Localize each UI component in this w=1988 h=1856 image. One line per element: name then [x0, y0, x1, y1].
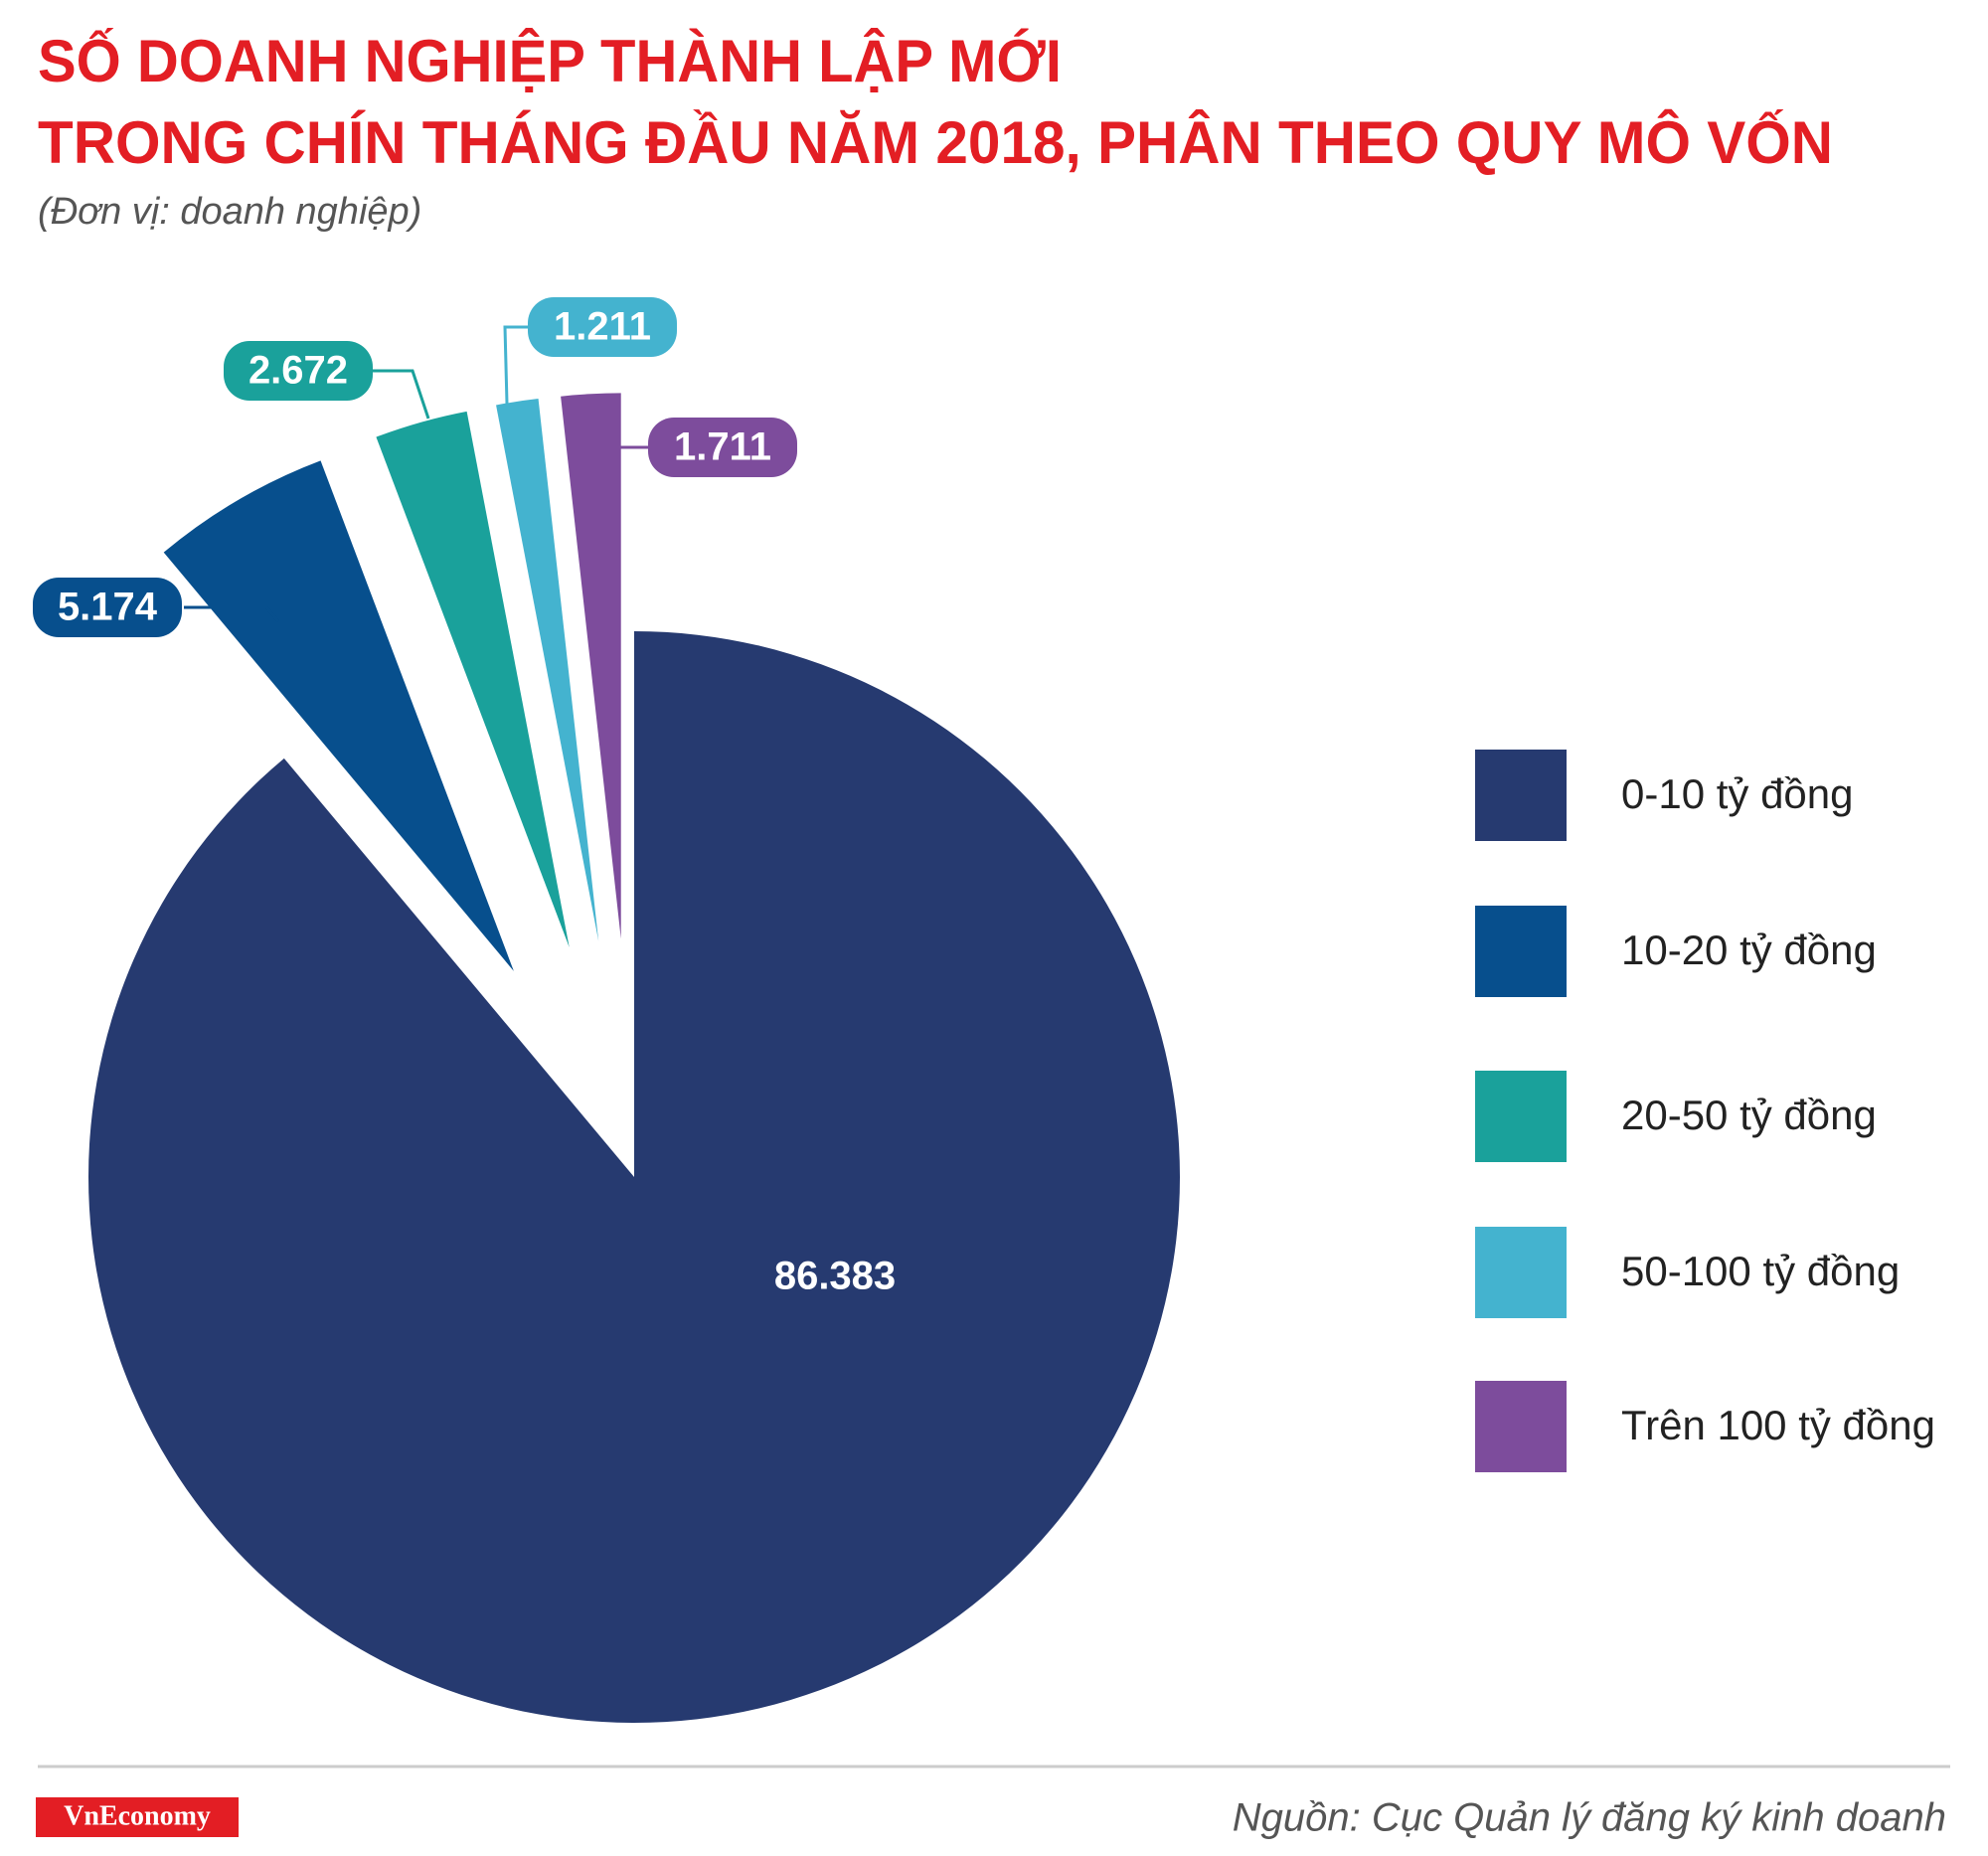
chart-subtitle: (Đơn vị: doanh nghiệp)	[38, 191, 421, 233]
legend-swatch	[1475, 750, 1567, 841]
legend-label: 50-100 tỷ đồng	[1621, 1248, 1900, 1294]
label-box	[224, 341, 373, 401]
legend-swatch	[1475, 1071, 1567, 1162]
logo-box	[36, 1797, 239, 1837]
legend-swatch	[1475, 1381, 1567, 1472]
pie-slice	[88, 631, 1180, 1723]
legend-label: 10-20 tỷ đồng	[1621, 927, 1877, 973]
leader-line	[184, 605, 280, 622]
pie-slice	[163, 460, 514, 971]
pie-slice	[561, 393, 621, 939]
source: Nguồn: Cục Quản lý đăng ký kinh doanh	[1233, 1796, 1946, 1840]
legend-swatch	[1475, 906, 1567, 997]
data-label: 1.211	[554, 305, 651, 349]
legend-swatch	[1475, 1227, 1567, 1318]
data-label: 1.711	[674, 425, 771, 469]
legend-label: Trên 100 tỷ đồng	[1621, 1402, 1935, 1448]
chart-title: TRONG CHÍN THÁNG ĐẦU NĂM 2018, PHÂN THEO…	[38, 109, 1833, 176]
chart-title: SỐ DOANH NGHIỆP THÀNH LẬP MỚI	[38, 28, 1062, 94]
legend-label: 0-10 tỷ đồng	[1621, 770, 1854, 817]
label-box	[528, 297, 677, 357]
data-label: 5.174	[58, 586, 158, 629]
pie-slice	[496, 399, 599, 941]
data-label: 86.383	[774, 1255, 896, 1298]
label-box	[33, 578, 182, 637]
label-box	[648, 418, 797, 477]
data-label: 2.672	[248, 349, 348, 393]
pie-slice	[376, 411, 570, 948]
legend-label: 20-50 tỷ đồng	[1621, 1092, 1877, 1138]
logo: VnEconomy	[64, 1800, 211, 1831]
